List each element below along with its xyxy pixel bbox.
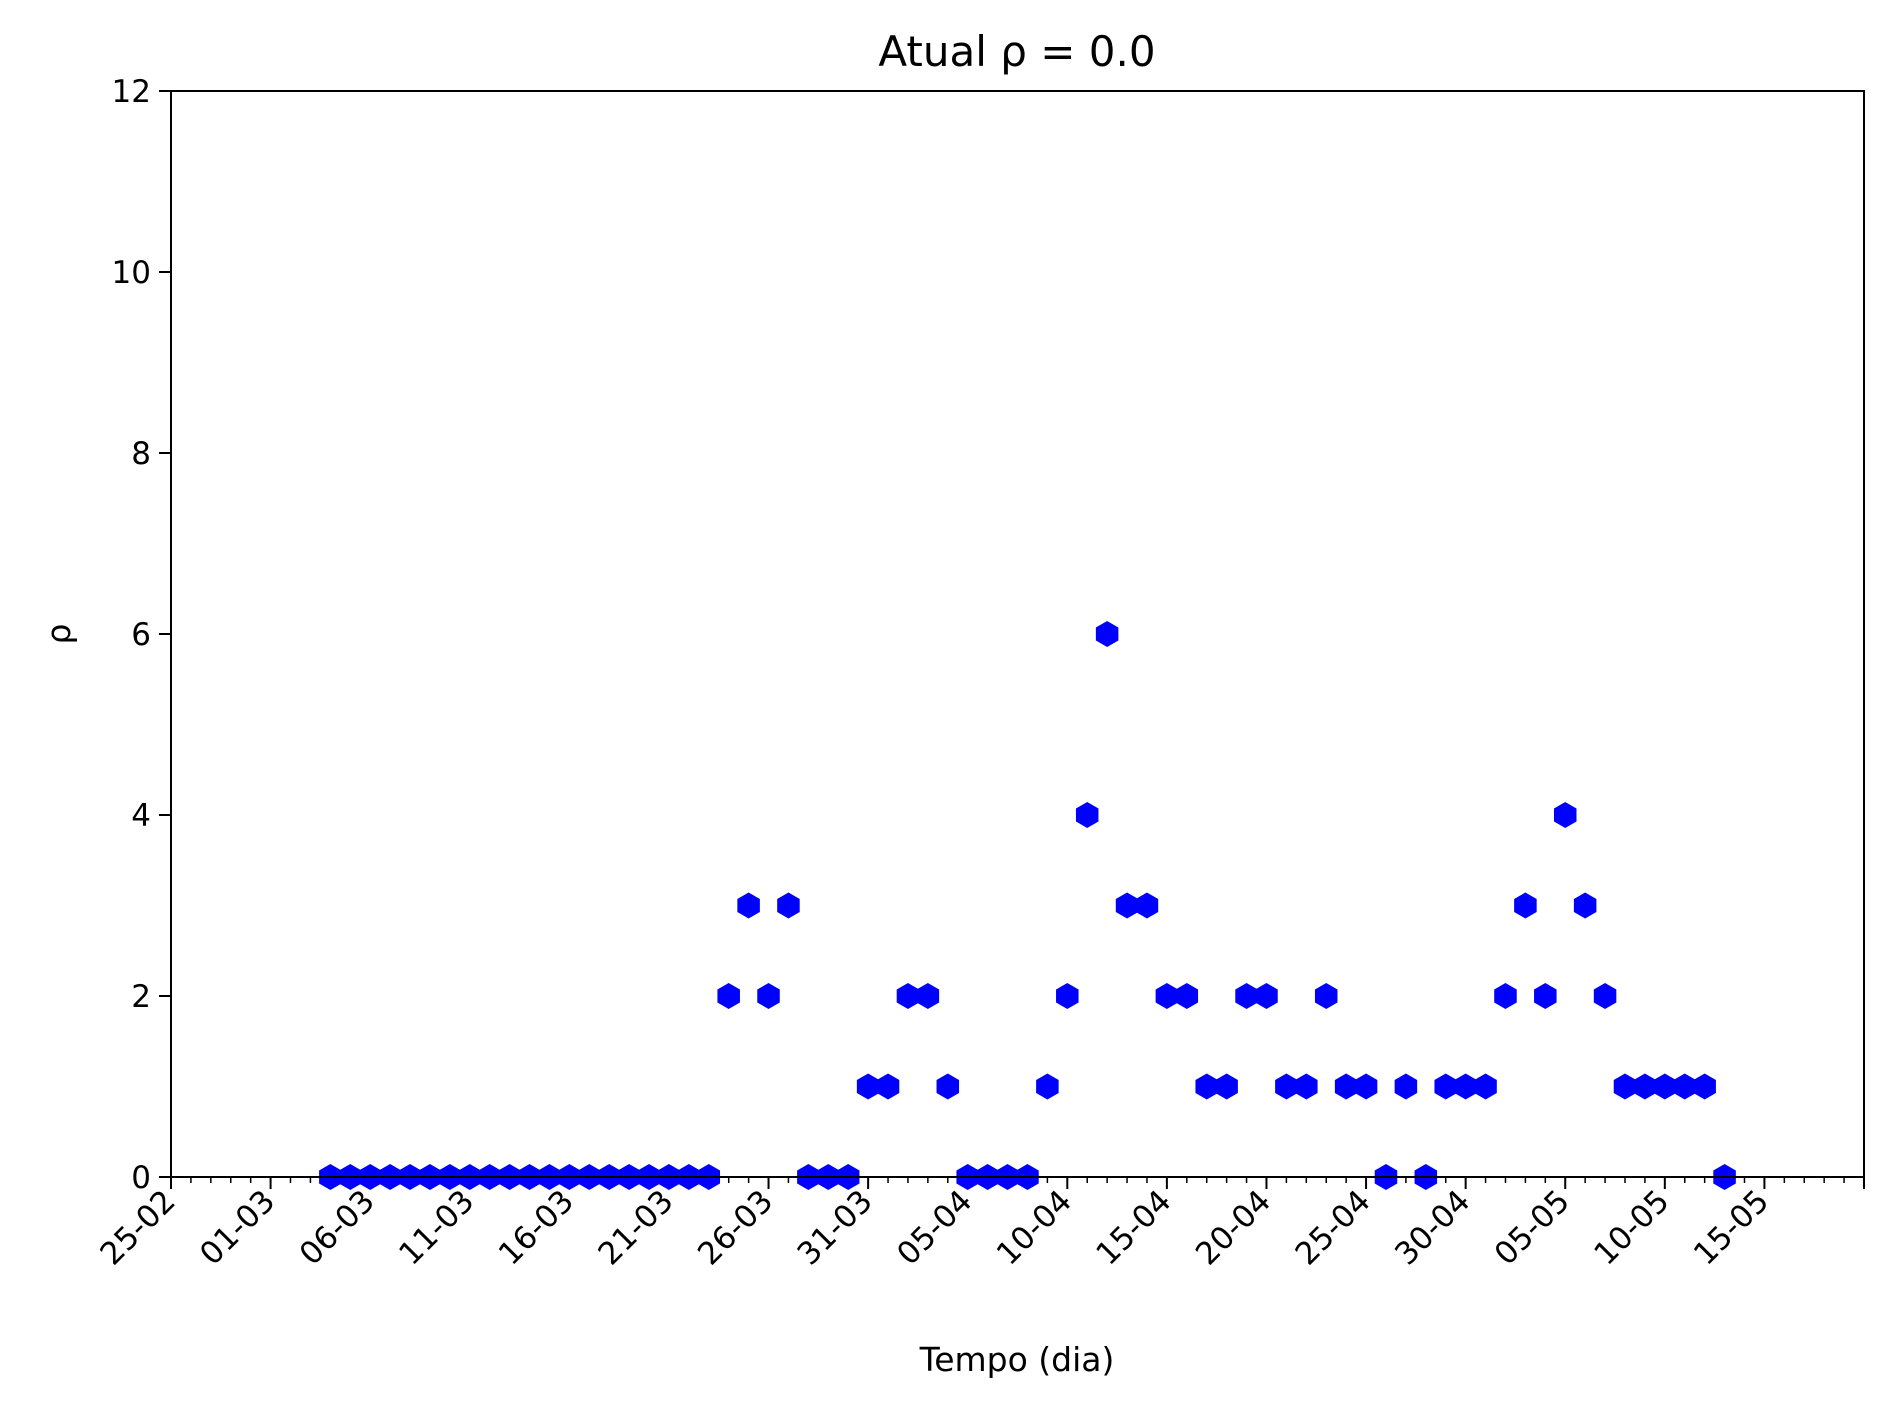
data-point (1175, 983, 1199, 1009)
x-tick-label: 21-03 (591, 1183, 680, 1272)
chart-title: Atual ρ = 0.0 (878, 27, 1155, 76)
data-point (1653, 1073, 1677, 1100)
data-point (1095, 621, 1119, 647)
data-point (1573, 892, 1597, 919)
y-tick-label: 2 (131, 979, 151, 1015)
data-point (1454, 1073, 1477, 1100)
data-point (1613, 1073, 1637, 1100)
data-point (1295, 1073, 1318, 1100)
y-tick-label: 12 (112, 74, 151, 110)
x-tick-label: 11-03 (392, 1183, 481, 1272)
data-point (1514, 892, 1537, 919)
x-axis: 25-02 01-03 06-03 11-03 16-03 21-03 26-03 31-03… (93, 1177, 1865, 1272)
x-tick-label: 15-04 (1089, 1183, 1178, 1272)
y-tick-label: 4 (131, 798, 151, 834)
y-tick-label: 6 (131, 617, 151, 653)
data-point (717, 983, 740, 1009)
data-point (1693, 1073, 1716, 1100)
data-point (1275, 1073, 1298, 1100)
y-axis: 0 2 4 6 8 10 12 (112, 74, 171, 1196)
data-point (1593, 983, 1617, 1009)
data-point (876, 1073, 900, 1100)
data-point (856, 1073, 880, 1100)
data-point (737, 892, 760, 919)
data-point (757, 983, 780, 1009)
data-point (1534, 983, 1557, 1009)
data-point (1155, 983, 1179, 1009)
data-point (1673, 1073, 1696, 1100)
data-point (1056, 983, 1079, 1009)
data-point (1334, 1073, 1358, 1100)
data-point (777, 892, 800, 919)
data-point (1135, 892, 1159, 919)
data-point (1115, 892, 1139, 919)
data-point (1075, 802, 1099, 828)
data-points (319, 621, 1736, 1190)
y-tick-label: 0 (131, 1160, 151, 1196)
x-tick-label: 20-04 (1189, 1183, 1278, 1272)
x-tick-label: 25-04 (1289, 1183, 1378, 1272)
data-point (1215, 1073, 1238, 1100)
data-point (1036, 1073, 1059, 1100)
y-tick-label: 10 (112, 255, 151, 291)
x-tick-label: 25-02 (93, 1183, 182, 1272)
data-point (1553, 802, 1577, 828)
x-tick-label: 30-04 (1388, 1183, 1477, 1272)
data-point (1235, 983, 1258, 1009)
data-point (896, 983, 920, 1009)
data-point (936, 1073, 960, 1100)
x-axis-label: Tempo (dia) (919, 1340, 1115, 1379)
x-tick-label: 05-04 (890, 1183, 979, 1272)
data-point (1633, 1073, 1657, 1100)
x-tick-label: 16-03 (492, 1183, 581, 1272)
x-tick-label: 10-05 (1587, 1183, 1676, 1272)
x-tick-label: 01-03 (193, 1183, 282, 1272)
x-tick-label: 10-04 (990, 1183, 1079, 1272)
data-point (1474, 1073, 1497, 1100)
x-tick-label: 06-03 (293, 1183, 382, 1272)
data-point (916, 983, 940, 1009)
data-point (1394, 1073, 1418, 1100)
plot-area-frame (170, 90, 1865, 1178)
data-point (1255, 983, 1278, 1009)
data-point (1195, 1073, 1218, 1100)
data-point (1354, 1073, 1378, 1100)
y-axis-label: ρ (39, 624, 78, 645)
data-point (1314, 983, 1338, 1009)
y-tick-label: 8 (131, 436, 151, 472)
x-tick-label: 05-05 (1488, 1183, 1577, 1272)
data-point (1494, 983, 1517, 1009)
x-tick-label: 15-05 (1687, 1183, 1776, 1272)
x-tick-label: 26-03 (691, 1183, 780, 1272)
x-tick-label: 31-03 (791, 1183, 880, 1272)
data-point (1434, 1073, 1457, 1100)
